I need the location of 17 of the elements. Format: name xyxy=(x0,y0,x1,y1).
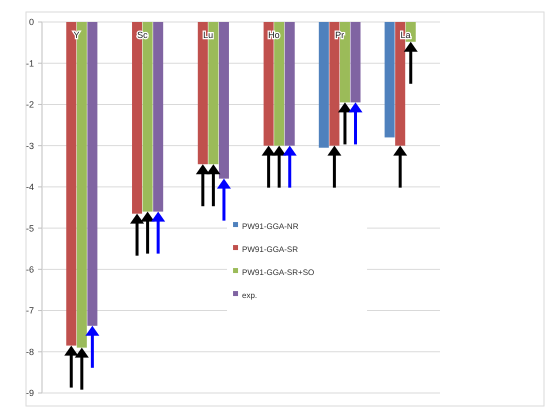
legend-label: PW91-GGA-NR xyxy=(242,222,299,231)
y-tick-label: -4 xyxy=(26,182,34,192)
x-tick-label: Sc xyxy=(137,30,148,40)
y-tick-label: -7 xyxy=(26,306,34,316)
y-tick-label: -9 xyxy=(26,388,34,398)
y-tick-label: -5 xyxy=(26,223,34,234)
y-tick-label: -2 xyxy=(26,100,34,110)
legend-label: exp. xyxy=(242,290,258,300)
y-tick-label: -3 xyxy=(26,140,34,151)
x-tick-label: Ho xyxy=(268,30,280,40)
y-tick-label: -8 xyxy=(26,346,34,357)
x-tick-label: Y xyxy=(74,30,80,40)
y-tick-label: -6 xyxy=(26,264,34,274)
y-tick-label: -1 xyxy=(26,58,34,68)
legend-label: PW91-GGA-SR xyxy=(242,244,298,254)
y-tick-label: 0 xyxy=(28,17,34,28)
legend-label: PW91-GGA-SR+SO xyxy=(242,268,314,277)
